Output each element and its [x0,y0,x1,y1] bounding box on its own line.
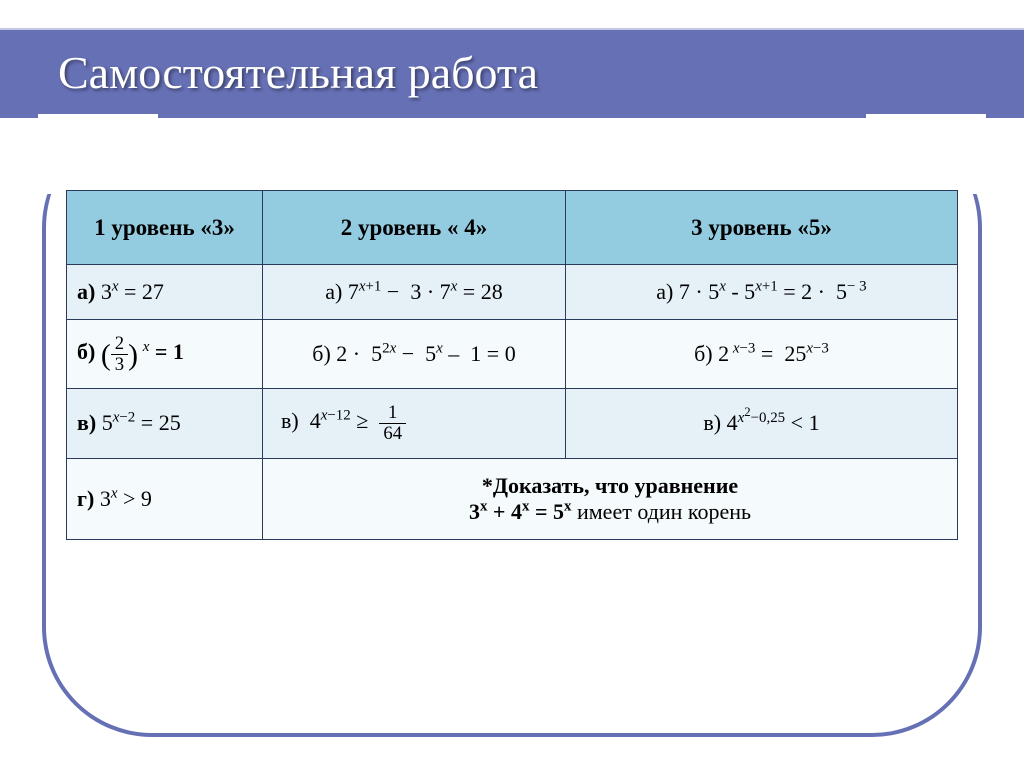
item-label: б) [312,341,331,366]
cell-1v: в) 5x−2 = 25 [67,389,263,458]
cell-1b: б) (23) x = 1 [67,320,263,389]
prove-formula: 3x + 4x = 5x [469,499,572,524]
formula: 7x+1 − 3 · 7x = 28 [348,279,503,304]
item-label: б) [77,339,95,364]
cell-2v: в) 4x−12 ≥ 164 [263,389,566,458]
cell-1g: г) 3x > 9 [67,458,263,539]
formula: 7 · 5x - 5x+1 = 2 · 5− 3 [679,279,867,304]
cell-2b: б) 2 · 52x − 5x – 1 = 0 [263,320,566,389]
formula: 4x2−0,25 < 1 [727,410,820,435]
formula: (23) x = 1 [101,339,184,364]
formula: 2 x−3 = 25x−3 [718,341,829,366]
formula: 5x−2 = 25 [102,410,181,435]
item-label: в) [77,410,96,435]
formula: 2 · 52x − 5x – 1 = 0 [336,341,515,366]
col-header-level-2: 2 уровень « 4» [263,191,566,265]
page-title: Самостоятельная работа [0,30,1024,99]
item-label: а) [325,279,342,304]
item-label: в) [281,408,299,433]
table-header-row: 1 уровень «3» 2 уровень « 4» 3 уровень «… [67,191,958,265]
cell-1a: а) 3x = 27 [67,265,263,320]
title-band: Самостоятельная работа [0,28,1024,118]
item-label: а) [656,279,673,304]
item-label: г) [77,486,94,511]
arc-mask-right [866,114,986,194]
exercise-table: 1 уровень «3» 2 уровень « 4» 3 уровень «… [66,190,958,540]
table-row: г) 3x > 9 *Доказать, что уравнение 3x + … [67,458,958,539]
cell-3a: а) 7 · 5x - 5x+1 = 2 · 5− 3 [565,265,957,320]
table-row: в) 5x−2 = 25 в) 4x−12 ≥ 164 в) 4x2−0,25 … [67,389,958,458]
item-label: в) [703,410,721,435]
prove-heading: *Доказать, что уравнение [482,473,738,498]
col-header-level-1: 1 уровень «3» [67,191,263,265]
table-row: а) 3x = 27 а) 7x+1 − 3 · 7x = 28 а) 7 · … [67,265,958,320]
exercise-table-wrap: 1 уровень «3» 2 уровень « 4» 3 уровень «… [66,190,958,540]
formula: 4x−12 ≥ 164 [304,408,406,433]
cell-prove: *Доказать, что уравнение 3x + 4x = 5x им… [263,458,958,539]
cell-3v: в) 4x2−0,25 < 1 [565,389,957,458]
item-label: а) [77,279,95,304]
formula: 3x > 9 [100,486,152,511]
formula: 3x = 27 [101,279,164,304]
cell-3b: б) 2 x−3 = 25x−3 [565,320,957,389]
prove-tail: имеет один корень [571,499,751,524]
col-header-level-3: 3 уровень «5» [565,191,957,265]
item-label: б) [694,341,713,366]
arc-mask-left [38,114,158,194]
cell-2a: а) 7x+1 − 3 · 7x = 28 [263,265,566,320]
table-row: б) (23) x = 1 б) 2 · 52x − 5x – 1 = 0 б)… [67,320,958,389]
